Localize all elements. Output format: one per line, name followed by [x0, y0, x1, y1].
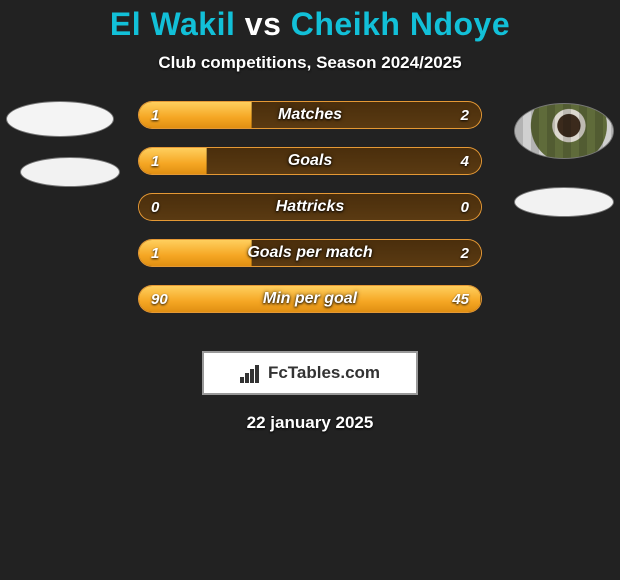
stat-fill-right: [480, 240, 481, 266]
brand-box: FcTables.com: [202, 351, 418, 395]
subtitle: Club competitions, Season 2024/2025: [0, 53, 620, 73]
title-vs: vs: [245, 6, 282, 42]
stat-value-left: 0: [151, 194, 159, 220]
page-title: El Wakil vs Cheikh Ndoye: [0, 0, 620, 43]
player-right-club-logo: [514, 187, 614, 217]
stat-value-right: 2: [461, 240, 469, 266]
stat-row: 0 0Hattricks: [138, 193, 482, 221]
stat-value-right: 4: [461, 148, 469, 174]
title-player-left: El Wakil: [110, 6, 236, 42]
brand-text: FcTables.com: [268, 363, 380, 383]
stat-row: 12Goals per match: [138, 239, 482, 267]
stat-fill-right: [480, 148, 481, 174]
comparison-panel: 12Matches 14Goals 0 0Hattricks 12Goals per m…: [0, 101, 620, 341]
stat-row: 9045Min per goal: [138, 285, 482, 313]
stat-fill-right: [480, 286, 481, 312]
player-right-photo: [514, 103, 614, 159]
stat-value-right: 0: [461, 194, 469, 220]
bars-icon: [240, 363, 262, 383]
stat-label: Hattricks: [139, 194, 481, 220]
stat-fill-left: [139, 240, 252, 266]
stat-bars: 12Matches 14Goals 0 0Hattricks 12Goals per m…: [138, 101, 482, 331]
stat-value-right: 2: [461, 102, 469, 128]
stat-fill-right: [480, 102, 481, 128]
stat-row: 14Goals: [138, 147, 482, 175]
player-left-club-logo: [20, 157, 120, 187]
title-player-right: Cheikh Ndoye: [291, 6, 510, 42]
date-text: 22 january 2025: [0, 413, 620, 433]
player-left-photo: [6, 101, 114, 137]
stat-row: 12Matches: [138, 101, 482, 129]
stat-fill-right: [480, 194, 481, 220]
stat-fill-left: [139, 286, 481, 312]
stat-fill-left: [139, 148, 207, 174]
stat-fill-left: [139, 102, 252, 128]
stat-fill-left: [139, 194, 140, 220]
